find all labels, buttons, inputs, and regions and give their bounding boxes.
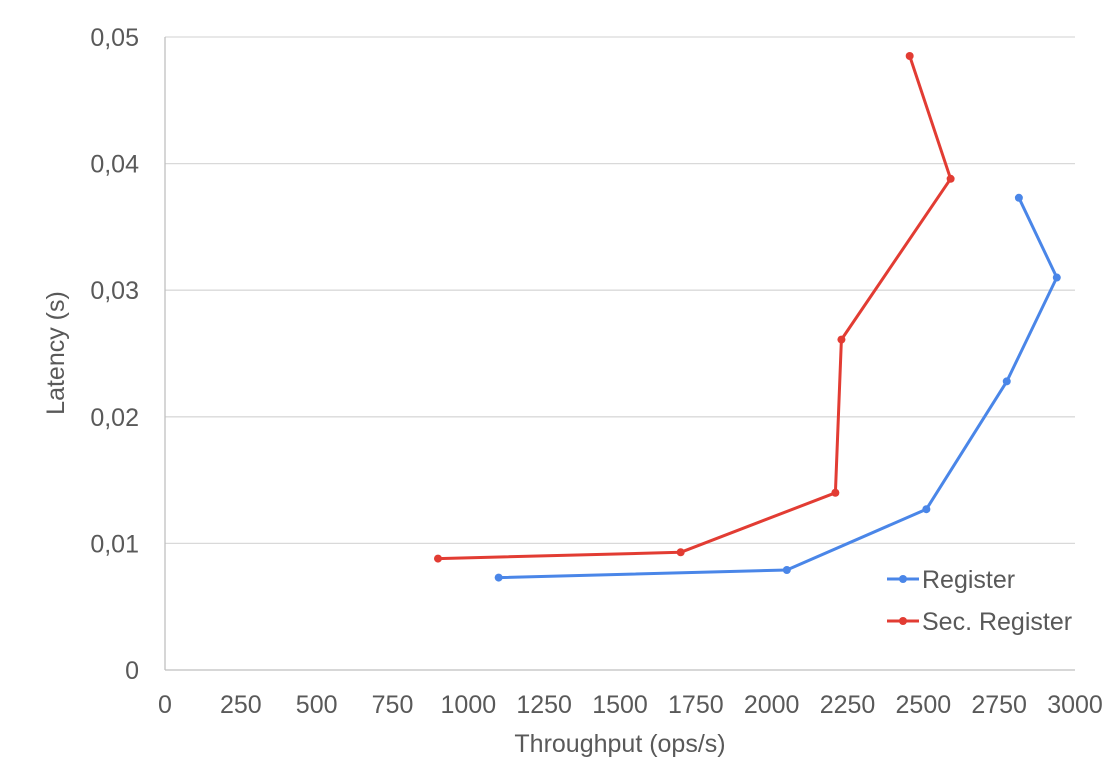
x-tick-label: 500: [296, 691, 338, 719]
data-point: [434, 554, 442, 563]
data-point: [905, 51, 914, 60]
x-axis-title: Throughput (ops/s): [514, 730, 725, 758]
data-point: [1014, 193, 1023, 202]
data-point: [831, 488, 840, 497]
series: [494, 193, 1061, 582]
x-tick-label: 3000: [1047, 691, 1103, 719]
data-point: [494, 573, 503, 582]
y-tick-label: 0,03: [90, 277, 139, 305]
legend-item: Register: [887, 566, 1015, 594]
legend-item: Sec. Register: [887, 608, 1072, 636]
legend: Register Sec. Register: [887, 566, 1072, 636]
axes: 0 0,01 0,02 0,03 0,04 0,05 0 250 500 750 1000 1250 1…: [90, 24, 1102, 719]
x-tick-label: 2750: [971, 691, 1027, 719]
data-point: [1052, 273, 1061, 282]
y-axis-title: Latency (s): [42, 291, 70, 415]
data-point: [946, 174, 955, 183]
series-line: [497, 196, 1059, 580]
x-tick-label: 1000: [441, 691, 497, 719]
legend-label: Register: [922, 566, 1015, 594]
y-tick-label: 0: [125, 657, 139, 685]
x-tick-label: 0: [158, 691, 172, 719]
y-tick-label: 0,02: [90, 404, 139, 432]
x-tick-label: 2500: [896, 691, 952, 719]
series: [434, 51, 955, 563]
data-point: [922, 505, 931, 514]
series-line: [436, 54, 953, 561]
legend-label: Sec. Register: [922, 608, 1072, 636]
legend-marker: [899, 617, 907, 625]
gridlines: [165, 36, 1075, 545]
data-point: [837, 335, 846, 344]
legend-marker: [899, 575, 907, 583]
y-tick-label: 0,01: [90, 530, 139, 558]
x-tick-label: 250: [220, 691, 262, 719]
data-point: [676, 548, 685, 557]
data-point: [782, 565, 791, 574]
x-tick-label: 1250: [516, 691, 572, 719]
y-tick-label: 0,04: [90, 151, 139, 179]
x-tick-label: 1750: [668, 691, 724, 719]
x-tick-label: 1500: [592, 691, 648, 719]
series-group: [434, 51, 1061, 582]
x-tick-label: 2250: [820, 691, 876, 719]
y-tick-label: 0,05: [90, 24, 139, 52]
x-tick-label: 2000: [744, 691, 800, 719]
x-tick-label: 750: [372, 691, 414, 719]
data-point: [1002, 377, 1011, 386]
